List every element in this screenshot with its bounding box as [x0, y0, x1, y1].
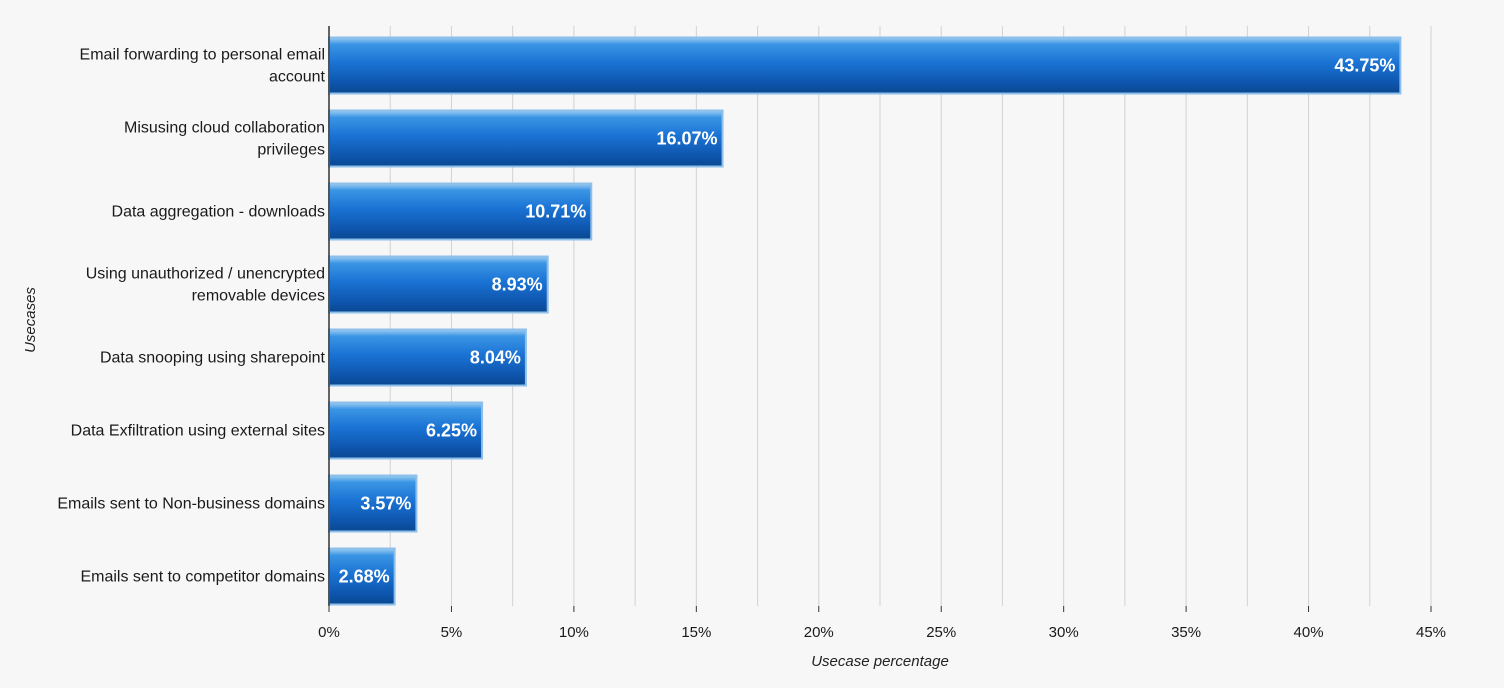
value-label: 3.57%: [360, 494, 411, 514]
value-label: 2.68%: [339, 567, 390, 587]
category-label: Data aggregation - downloads: [112, 204, 325, 221]
x-tick-label: 10%: [559, 624, 589, 641]
category-label: account: [269, 69, 326, 86]
category-label: Using unauthorized / unencrypted: [86, 266, 325, 283]
category-label: Misusing cloud collaboration: [124, 120, 325, 137]
category-label: Emails sent to Non-business domains: [57, 496, 325, 513]
x-tick-label: 20%: [804, 624, 834, 641]
category-label: Data Exfiltration using external sites: [71, 423, 325, 440]
y-axis-title: Usecases: [22, 287, 39, 353]
bar: [328, 328, 527, 387]
bar: [328, 36, 1402, 95]
bar: [328, 547, 396, 606]
axes: [328, 26, 1432, 612]
bars: [328, 36, 1402, 606]
value-label: 10.71%: [525, 202, 586, 222]
category-label: Data snooping using sharepoint: [100, 350, 326, 367]
x-tick-label: 45%: [1416, 624, 1446, 641]
category-label: privileges: [257, 142, 325, 159]
x-tick-label: 15%: [681, 624, 711, 641]
x-tick-label: 25%: [926, 624, 956, 641]
category-label: Email forwarding to personal email: [80, 47, 325, 64]
value-label: 16.07%: [656, 129, 717, 149]
x-tick-label: 5%: [441, 624, 463, 641]
category-label: removable devices: [192, 288, 325, 305]
x-tick-label: 30%: [1049, 624, 1079, 641]
labels: 43.75% Email forwarding to personal email…: [22, 47, 1446, 671]
bar: [328, 401, 484, 460]
category-label: Emails sent to competitor domains: [80, 569, 325, 586]
x-tick-label: 0%: [318, 624, 340, 641]
value-label: 43.75%: [1334, 56, 1395, 76]
x-tick-label: 40%: [1294, 624, 1324, 641]
value-label: 8.04%: [470, 348, 521, 368]
value-label: 8.93%: [492, 275, 543, 295]
x-axis-title: Usecase percentage: [811, 653, 949, 670]
x-tick-label: 35%: [1171, 624, 1201, 641]
bar: [328, 182, 593, 241]
bar: [328, 255, 549, 314]
bar: [328, 109, 724, 168]
value-label: 6.25%: [426, 421, 477, 441]
